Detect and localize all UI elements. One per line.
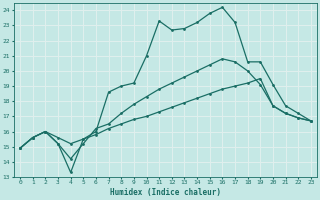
X-axis label: Humidex (Indice chaleur): Humidex (Indice chaleur) <box>110 188 221 197</box>
